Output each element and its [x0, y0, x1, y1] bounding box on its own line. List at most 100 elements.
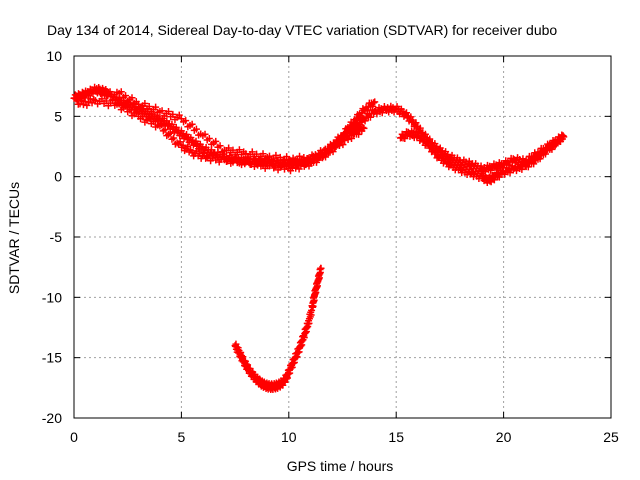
data-point-fill: [145, 114, 153, 122]
series-0: [70, 83, 568, 176]
data-point-fill: [369, 102, 377, 110]
data-point-fill: [259, 160, 267, 168]
axis-ticks: 0 5 10 15 20 25 10 5 0 -5 -10 -15 -20: [42, 48, 619, 445]
data-point-fill: [378, 109, 386, 117]
data-point-fill: [188, 120, 196, 128]
data-point-fill: [351, 119, 359, 127]
chart-title: Day 134 of 2014, Sidereal Day-to-day VTE…: [47, 22, 557, 38]
data-point-fill: [149, 118, 157, 126]
data-point-fill: [272, 151, 280, 159]
data-point-fill: [126, 106, 134, 114]
data-point-fill: [305, 162, 313, 170]
data-point-fill: [165, 108, 173, 116]
data-point-fill: [276, 153, 284, 161]
data-point-fill: [122, 102, 130, 110]
data-point-fill: [536, 155, 544, 163]
data-point-fill: [141, 100, 149, 108]
data-point-fill: [225, 144, 233, 152]
data-point-fill: [161, 126, 169, 134]
data-point-fill: [216, 142, 224, 150]
data-point-fill: [423, 137, 431, 145]
series-2: [113, 88, 379, 166]
data-point-fill: [331, 142, 339, 150]
data-point-fill: [296, 152, 304, 160]
data-point: [467, 169, 475, 177]
data-point-fill: [182, 117, 190, 125]
x-tick-label: 5: [178, 429, 186, 445]
y-tick-label: -5: [50, 229, 63, 245]
data-point-fill: [122, 92, 130, 100]
data-point: [317, 264, 325, 272]
data-point-fill: [175, 111, 183, 119]
data-point-fill: [248, 148, 256, 156]
data-point-fill: [322, 150, 330, 158]
data-point-fill: [205, 135, 213, 143]
data-point-fill: [348, 135, 356, 143]
data-point-fill: [192, 125, 200, 133]
data-point-fill: [169, 110, 177, 118]
x-tick-label: 25: [603, 429, 619, 445]
data-point-fill: [128, 94, 136, 102]
data-point-fill: [366, 113, 374, 121]
data-point-fill: [115, 100, 123, 108]
data-point-fill: [370, 99, 378, 107]
data-point-fill: [166, 129, 174, 137]
data-point-fill: [235, 156, 243, 164]
data-point-fill: [477, 162, 485, 170]
data-point-fill: [339, 141, 347, 149]
data-point-fill: [158, 121, 166, 129]
data-point-fill: [357, 113, 365, 121]
x-tick-label: 15: [388, 429, 404, 445]
data-point-fill: [340, 133, 348, 141]
data-point-fill: [329, 148, 337, 156]
data-point-fill: [344, 136, 352, 144]
data-point-fill: [145, 102, 153, 110]
data-point-fill: [430, 144, 438, 152]
data-point-fill: [152, 103, 160, 111]
data-point-fill: [363, 107, 371, 115]
y-tick-label: -10: [42, 289, 62, 305]
data-points: [70, 83, 568, 394]
x-axis-label: GPS time / hours: [287, 458, 394, 474]
series-4: [231, 264, 325, 394]
data-point-fill: [359, 124, 367, 132]
data-point-fill: [235, 146, 243, 154]
data-point-fill: [229, 146, 237, 154]
data-point-fill: [109, 97, 117, 105]
y-tick-label: -15: [42, 350, 62, 366]
x-tick-label: 10: [281, 429, 297, 445]
data-point: [467, 161, 475, 169]
data-point-fill: [541, 150, 549, 158]
data-point-fill: [272, 161, 280, 169]
data-point: [560, 133, 568, 141]
data-point-fill: [132, 108, 140, 116]
data-point-fill: [345, 127, 353, 135]
data-point-fill: [139, 113, 147, 121]
data-point-fill: [355, 130, 363, 138]
grid-lines: [74, 56, 611, 418]
data-point-fill: [530, 160, 538, 168]
data-point-fill: [265, 152, 273, 160]
data-point-fill: [524, 163, 532, 171]
data-point-fill: [412, 119, 420, 127]
data-point-fill: [300, 153, 308, 161]
data-point-fill: [248, 158, 256, 166]
y-tick-label: 0: [54, 169, 62, 185]
data-point-fill: [102, 97, 110, 105]
data-point: [134, 100, 142, 108]
data-point-fill: [212, 137, 220, 145]
data-point-fill: [158, 107, 166, 115]
data-point: [360, 124, 368, 132]
data-point: [323, 146, 331, 154]
y-tick-label: 5: [54, 108, 62, 124]
data-point-fill: [289, 154, 297, 162]
data-point-fill: [416, 124, 424, 132]
y-tick-label: -20: [42, 410, 62, 426]
data-point: [553, 139, 561, 147]
data-point-fill: [335, 136, 343, 144]
data-point-fill: [518, 165, 526, 173]
data-point-fill: [200, 149, 208, 157]
data-point: [371, 98, 379, 106]
data-point-fill: [225, 155, 233, 163]
